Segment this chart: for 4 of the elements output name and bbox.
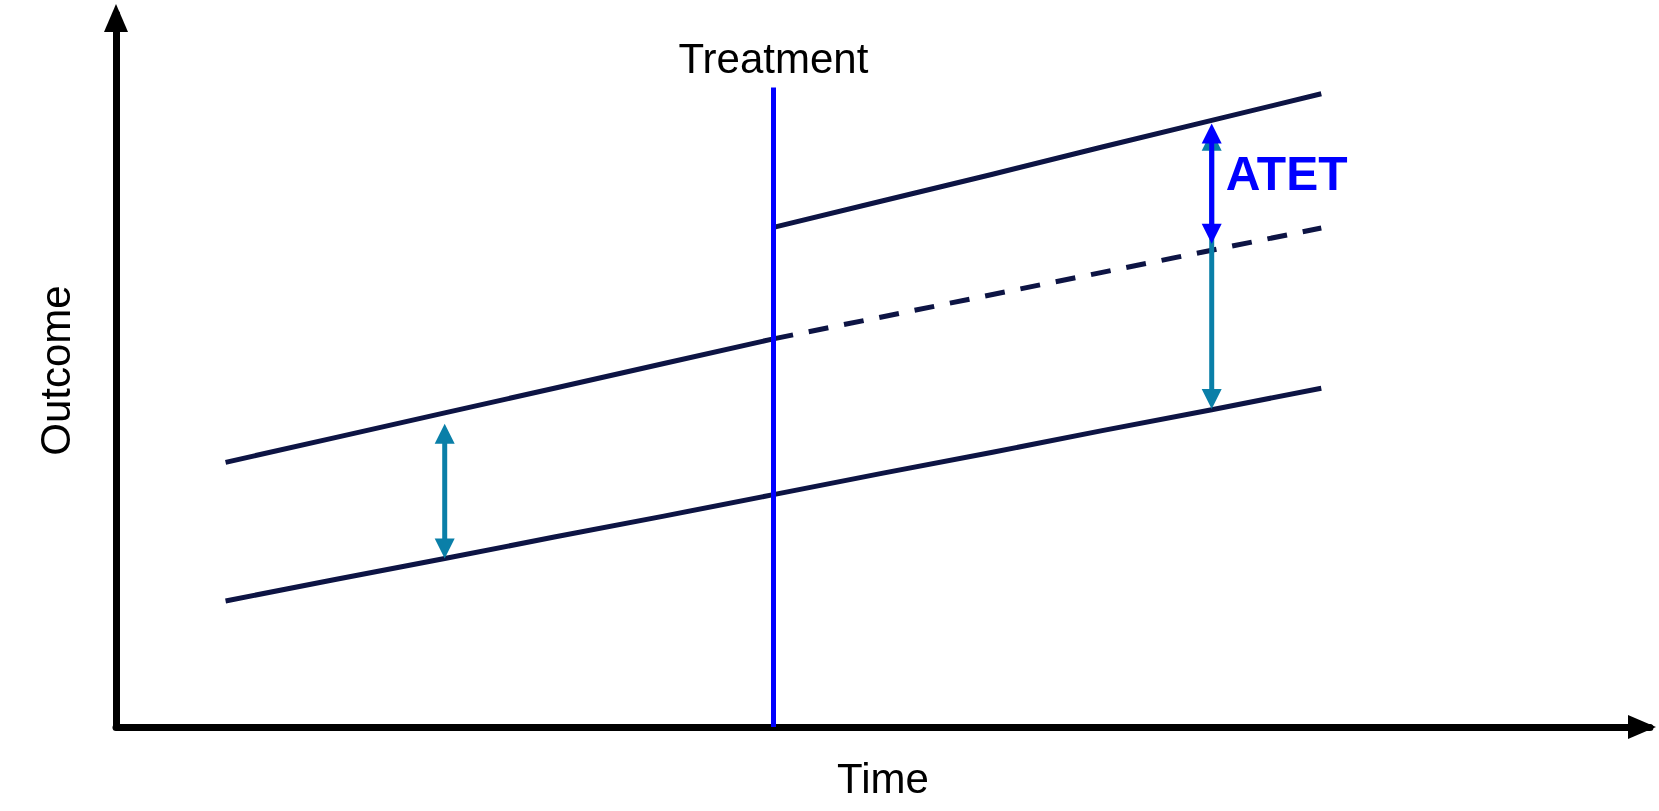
y-axis-title: Outcome — [31, 285, 79, 456]
x-axis-title: Time — [837, 754, 929, 802]
text: Treatment — [678, 34, 869, 82]
annotation: ATET — [1225, 147, 1348, 201]
